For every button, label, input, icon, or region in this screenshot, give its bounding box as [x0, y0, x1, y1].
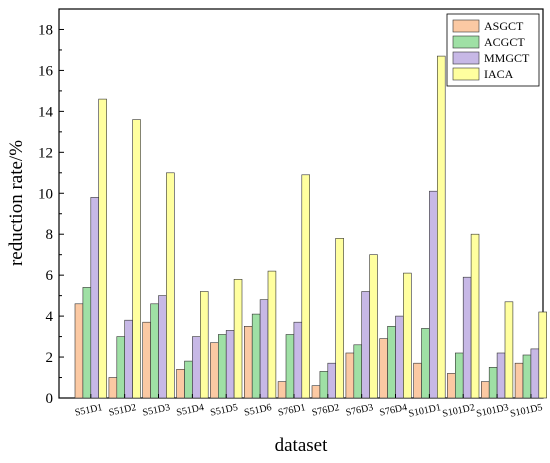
bar-asgct-s76d2: [311, 385, 321, 399]
bar-iaca-s101d5: [538, 311, 547, 399]
y-tick-label: 10: [38, 186, 53, 202]
x-tick-label: S76D3: [345, 402, 374, 419]
bar-acgct-s101d3: [488, 366, 498, 399]
bar-iaca-s76d4: [403, 272, 412, 399]
legend-label-mmgct: MMGCT: [484, 51, 530, 65]
bar-asgct-s101d5: [514, 362, 524, 399]
bar-iaca-s51d6: [267, 270, 277, 399]
bar-mmgct-s76d3: [361, 291, 370, 399]
x-tick-label: S76D4: [379, 402, 408, 419]
bar-mmgct-s101d3: [496, 352, 506, 399]
bar-mmgct-s76d4: [395, 315, 404, 399]
x-tick-label: S51D4: [176, 402, 205, 419]
bar-asgct-s101d2: [447, 373, 456, 399]
bar-mmgct-s51d2: [124, 319, 133, 399]
bar-mmgct-s51d3: [158, 295, 167, 399]
bar-mmgct-s51d6: [259, 299, 269, 399]
bar-mmgct-s51d1: [90, 197, 100, 399]
legend-label-acgct: ACGCT: [484, 35, 525, 49]
y-tick-label: 6: [46, 268, 54, 284]
legend: ASGCT ACGCT MMGCT IACA: [446, 13, 540, 87]
bar-mmgct-s101d1: [429, 190, 438, 399]
legend-swatch-iaca: [452, 67, 480, 81]
legend-swatch-asgct: [452, 19, 480, 33]
bar-mmgct-s76d1: [293, 321, 303, 399]
bar-acgct-s51d1: [82, 287, 92, 399]
bar-asgct-s51d5: [210, 342, 219, 399]
bar-acgct-s51d6: [251, 313, 261, 399]
bar-mmgct-s101d5: [530, 348, 540, 399]
bar-asgct-s76d3: [345, 352, 355, 399]
bar-iaca-s76d3: [369, 254, 378, 399]
x-tick-label: S51D2: [108, 402, 137, 419]
bar-acgct-s51d4: [184, 360, 193, 399]
bar-asgct-s76d4: [379, 338, 388, 399]
x-tick-label: S76D1: [277, 402, 306, 419]
bar-iaca-s101d3: [504, 301, 514, 399]
bar-mmgct-s76d2: [327, 362, 336, 399]
bar-asgct-s51d4: [176, 368, 185, 399]
x-tick-label: S51D1: [74, 402, 103, 419]
bar-acgct-s101d1: [421, 328, 430, 399]
bar-mmgct-s51d4: [192, 336, 201, 399]
bar-acgct-s76d4: [387, 325, 396, 399]
bar-asgct-s76d1: [277, 381, 287, 399]
y-tick-label: 2: [46, 350, 54, 366]
bar-mmgct-s101d2: [462, 276, 472, 399]
x-tick-label: S101D5: [509, 402, 543, 420]
x-tick-label: S101D1: [408, 402, 442, 420]
bar-acgct-s76d3: [353, 344, 362, 399]
y-tick-label: 16: [38, 63, 54, 79]
bar-iaca-s76d1: [301, 174, 310, 399]
bar-iaca-s51d4: [200, 291, 209, 399]
bar-iaca-s101d2: [470, 233, 480, 399]
y-axis: 0 2 4 6 8 10 12 14 16 18: [38, 22, 64, 407]
x-tick-label: S51D6: [243, 402, 272, 419]
bar-acgct-s76d2: [319, 371, 329, 399]
bar-iaca-s51d2: [132, 119, 141, 399]
bars-group: [74, 55, 547, 399]
legend-label-iaca: IACA: [484, 67, 514, 81]
bar-asgct-s51d1: [74, 303, 84, 399]
bar-asgct-s51d2: [108, 377, 118, 399]
y-tick-label: 8: [46, 227, 54, 243]
y-tick-label: 14: [38, 104, 54, 120]
y-axis-title: reduction rate/%: [6, 140, 27, 266]
bar-iaca-s76d2: [335, 238, 344, 399]
bar-asgct-s51d6: [244, 325, 253, 399]
legend-swatch-mmgct: [452, 51, 480, 65]
bar-iaca-s51d1: [98, 98, 107, 399]
legend-swatch-acgct: [452, 35, 480, 49]
bar-iaca-s51d5: [233, 278, 243, 399]
x-tick-label: S51D5: [209, 402, 238, 419]
bar-acgct-s51d5: [218, 334, 227, 399]
bar-iaca-s51d3: [166, 172, 175, 399]
x-tick-label: S101D2: [441, 402, 475, 420]
bar-asgct-s51d3: [142, 321, 151, 399]
x-tick-label: S76D2: [311, 402, 340, 419]
bar-acgct-s51d2: [116, 336, 126, 399]
bar-asgct-s101d1: [413, 362, 422, 399]
legend-label-asgct: ASGCT: [484, 19, 524, 33]
bar-acgct-s76d1: [285, 334, 295, 399]
bar-mmgct-s51d5: [225, 330, 235, 399]
y-tick-label: 12: [38, 145, 53, 161]
bar-asgct-s101d3: [480, 381, 490, 399]
y-tick-label: 4: [46, 309, 54, 325]
bar-acgct-s101d2: [454, 352, 464, 399]
bar-acgct-s51d3: [150, 303, 159, 399]
y-tick-label: 0: [46, 391, 54, 407]
x-axis-title: dataset: [275, 435, 328, 456]
bar-acgct-s101d5: [522, 354, 532, 399]
x-tick-label: S51D3: [142, 402, 171, 419]
y-tick-label: 18: [38, 22, 53, 38]
bar-iaca-s101d1: [436, 55, 446, 399]
x-tick-label: S101D3: [475, 402, 509, 420]
